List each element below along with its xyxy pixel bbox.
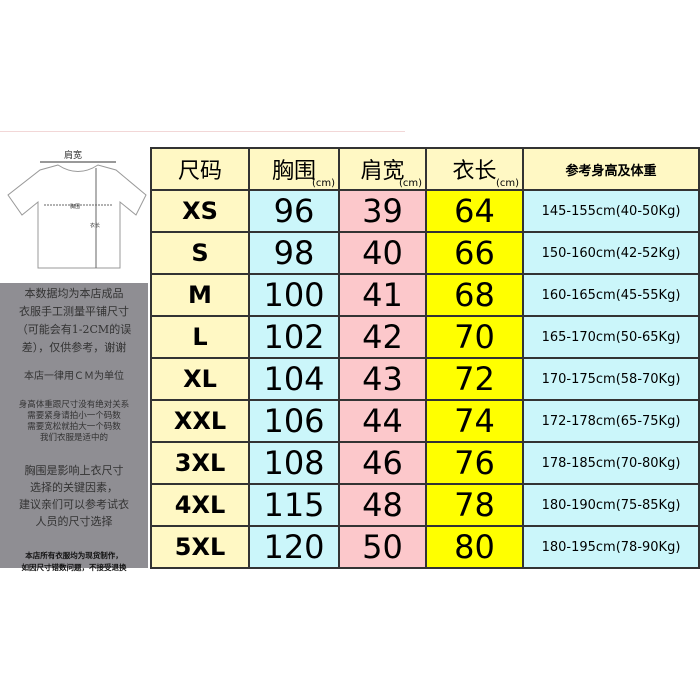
cell-shoulder: 50 bbox=[338, 525, 427, 569]
tshirt-icon: 肩宽 胸围 衣长 bbox=[7, 149, 147, 269]
cell-length: 68 bbox=[425, 273, 524, 317]
cell-shoulder: 39 bbox=[338, 189, 427, 233]
header-row: 尺码 胸围 (cm) 肩宽 (cm) 衣长 (cm) 参考身高及体重 bbox=[150, 147, 700, 191]
cell-ref: 180-195cm(78-90Kg) bbox=[522, 525, 700, 569]
note-line: 衣服手工测量平铺尺寸 bbox=[19, 305, 129, 318]
divider bbox=[0, 131, 405, 132]
cell-shoulder: 44 bbox=[338, 399, 427, 443]
header-shoulder: 肩宽 (cm) bbox=[338, 147, 427, 191]
unit-label: (cm) bbox=[495, 178, 519, 189]
unit-label: (cm) bbox=[398, 178, 422, 189]
cell-chest: 96 bbox=[248, 189, 340, 233]
header-size: 尺码 bbox=[150, 147, 250, 191]
cell-shoulder: 46 bbox=[338, 441, 427, 485]
note-line: 胸围是影响上衣尺寸 bbox=[24, 464, 124, 477]
cell-size: XL bbox=[150, 357, 250, 401]
table-row: 5XL 120 50 80 180-195cm(78-90Kg) bbox=[150, 525, 700, 569]
note-unit: 本店一律用ＣＭ为单位 bbox=[24, 371, 124, 382]
note-chest: 胸围是影响上衣尺寸 选择的关键因素， 建议亲们可以参考试衣 人员的尺寸选择 bbox=[0, 462, 148, 530]
cell-size: M bbox=[150, 273, 250, 317]
cell-chest: 120 bbox=[248, 525, 340, 569]
size-chart-table: 尺码 胸围 (cm) 肩宽 (cm) 衣长 (cm) 参考身高及体重 XS 96 39 64… bbox=[150, 147, 700, 569]
tshirt-diagram: 肩宽 胸围 衣长 bbox=[0, 140, 148, 283]
table-row: XXL 106 44 74 172-178cm(65-75Kg) bbox=[150, 399, 700, 443]
cell-shoulder: 40 bbox=[338, 231, 427, 275]
cell-length: 70 bbox=[425, 315, 524, 359]
cell-chest: 115 bbox=[248, 483, 340, 527]
note-measurement: 本数据均为本店成品 衣服手工测量平铺尺寸 （可能会有1-2CM的误 差），仅供参… bbox=[0, 283, 148, 357]
cell-shoulder: 48 bbox=[338, 483, 427, 527]
note-line: 我们衣服是适中的 bbox=[39, 433, 108, 443]
note-line: 本店所有衣服均为现货制作， bbox=[25, 551, 123, 560]
cell-length: 64 bbox=[425, 189, 524, 233]
cell-shoulder: 42 bbox=[338, 315, 427, 359]
table-row: XS 96 39 64 145-155cm(40-50Kg) bbox=[150, 189, 700, 233]
cell-ref: 170-175cm(58-70Kg) bbox=[522, 357, 700, 401]
info-panel: 肩宽 胸围 衣长 本数据均为本店成品 衣服手工测量平铺尺寸 （可能会有1-2CM… bbox=[0, 140, 148, 572]
cell-size: S bbox=[150, 231, 250, 275]
note-line: 建议亲们可以参考试衣 bbox=[19, 498, 129, 511]
cell-ref: 160-165cm(45-55Kg) bbox=[522, 273, 700, 317]
cell-shoulder: 43 bbox=[338, 357, 427, 401]
header-length: 衣长 (cm) bbox=[425, 147, 524, 191]
cell-length: 72 bbox=[425, 357, 524, 401]
table-row: L 102 42 70 165-170cm(50-65Kg) bbox=[150, 315, 700, 359]
note-line: 需要宽松就拍大一个码数 bbox=[27, 422, 121, 432]
cell-size: XS bbox=[150, 189, 250, 233]
note-line: （可能会有1-2CM的误 bbox=[16, 323, 132, 336]
cell-chest: 98 bbox=[248, 231, 340, 275]
cell-shoulder: 41 bbox=[338, 273, 427, 317]
cell-size: XXL bbox=[150, 399, 250, 443]
cell-length: 74 bbox=[425, 399, 524, 443]
cell-ref: 180-190cm(75-85Kg) bbox=[522, 483, 700, 527]
note-line: 如因尺寸错数问题，不接受退换 bbox=[21, 563, 127, 572]
note-line: 人员的尺寸选择 bbox=[35, 515, 113, 528]
cell-ref: 150-160cm(42-52Kg) bbox=[522, 231, 700, 275]
unit-label: (cm) bbox=[311, 178, 335, 189]
header-chest: 胸围 (cm) bbox=[248, 147, 340, 191]
note-line: 身高体重跟尺寸没有绝对关系 bbox=[18, 400, 130, 410]
cell-ref: 165-170cm(50-65Kg) bbox=[522, 315, 700, 359]
cell-size: 4XL bbox=[150, 483, 250, 527]
cell-length: 78 bbox=[425, 483, 524, 527]
cell-size: 5XL bbox=[150, 525, 250, 569]
cell-ref: 172-178cm(65-75Kg) bbox=[522, 399, 700, 443]
size-notes: 本数据均为本店成品 衣服手工测量平铺尺寸 （可能会有1-2CM的误 差），仅供参… bbox=[0, 283, 148, 572]
table-row: S 98 40 66 150-160cm(42-52Kg) bbox=[150, 231, 700, 275]
header-reference: 参考身高及体重 bbox=[522, 147, 700, 191]
table-row: M 100 41 68 160-165cm(45-55Kg) bbox=[150, 273, 700, 317]
shoulder-label: 肩宽 bbox=[64, 149, 82, 161]
note-line: 差），仅供参考，谢谢 bbox=[21, 341, 127, 354]
table-row: 4XL 115 48 78 180-190cm(75-85Kg) bbox=[150, 483, 700, 527]
cell-size: 3XL bbox=[150, 441, 250, 485]
cell-ref: 145-155cm(40-50Kg) bbox=[522, 189, 700, 233]
table-row: XL 104 43 72 170-175cm(58-70Kg) bbox=[150, 357, 700, 401]
cell-chest: 106 bbox=[248, 399, 340, 443]
chest-label: 胸围 bbox=[70, 203, 80, 210]
note-returns: 本店所有衣服均为现货制作， 如因尺寸错数问题，不接受退换 bbox=[0, 550, 148, 574]
cell-size: L bbox=[150, 315, 250, 359]
cell-length: 66 bbox=[425, 231, 524, 275]
note-line: 本数据均为本店成品 bbox=[24, 287, 124, 300]
length-label: 衣长 bbox=[90, 222, 100, 229]
cell-length: 76 bbox=[425, 441, 524, 485]
cell-length: 80 bbox=[425, 525, 524, 569]
note-fit: 身高体重跟尺寸没有绝对关系 需要紧身请拍小一个码数 需要宽松就拍大一个码数 我们… bbox=[0, 400, 148, 444]
cell-chest: 102 bbox=[248, 315, 340, 359]
cell-chest: 104 bbox=[248, 357, 340, 401]
table-row: 3XL 108 46 76 178-185cm(70-80Kg) bbox=[150, 441, 700, 485]
note-line: 需要紧身请拍小一个码数 bbox=[27, 411, 121, 421]
cell-chest: 100 bbox=[248, 273, 340, 317]
cell-chest: 108 bbox=[248, 441, 340, 485]
note-line: 选择的关键因素， bbox=[30, 481, 118, 494]
cell-ref: 178-185cm(70-80Kg) bbox=[522, 441, 700, 485]
